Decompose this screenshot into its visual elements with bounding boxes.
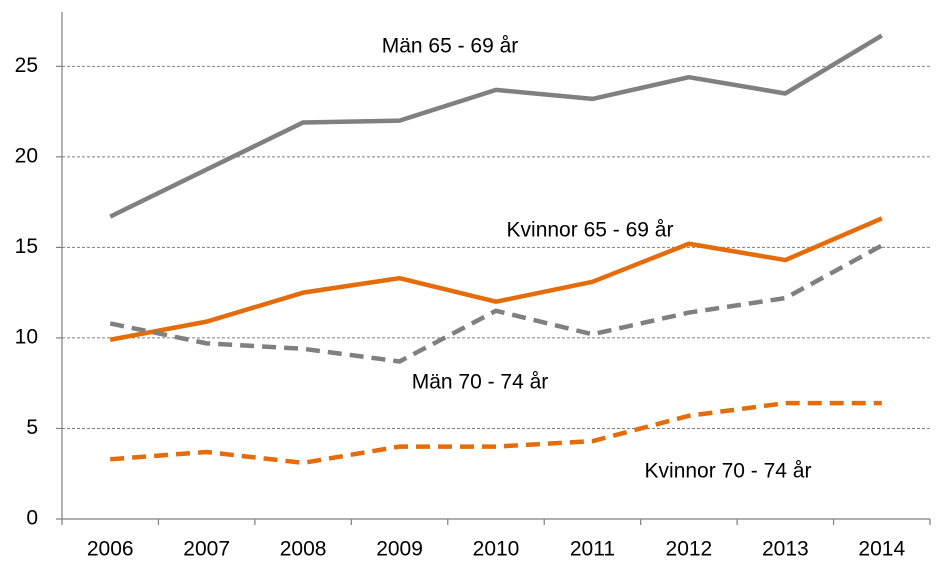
series-line xyxy=(110,400,882,466)
series-label: Kvinnor 65 - 69 år xyxy=(507,219,674,242)
x-tick-label: 2011 xyxy=(570,538,615,561)
series-line xyxy=(109,216,883,342)
y-tick-label: 10 xyxy=(15,325,38,348)
y-tick-label: 20 xyxy=(15,144,38,167)
y-tick-label: 5 xyxy=(26,416,38,439)
x-tick-label: 2008 xyxy=(280,538,327,561)
series-label: Kvinnor 70 - 74 år xyxy=(645,460,812,483)
x-tick-label: 2006 xyxy=(87,538,134,561)
series-line xyxy=(109,33,883,219)
x-tick-label: 2012 xyxy=(666,538,713,561)
series-label: Män 65 - 69 år xyxy=(382,35,519,58)
x-tick-label: 2007 xyxy=(183,538,230,561)
x-tick-label: 2010 xyxy=(473,538,520,561)
series-label: Män 70 - 74 år xyxy=(412,371,549,394)
y-tick-label: 25 xyxy=(15,54,38,77)
series-line xyxy=(109,243,883,364)
x-tick-label: 2009 xyxy=(376,538,423,561)
x-tick-label: 2013 xyxy=(762,538,809,561)
y-tick-label: 15 xyxy=(15,235,38,258)
x-tick-label: 2014 xyxy=(858,538,905,561)
y-tick-label: 0 xyxy=(26,507,38,530)
